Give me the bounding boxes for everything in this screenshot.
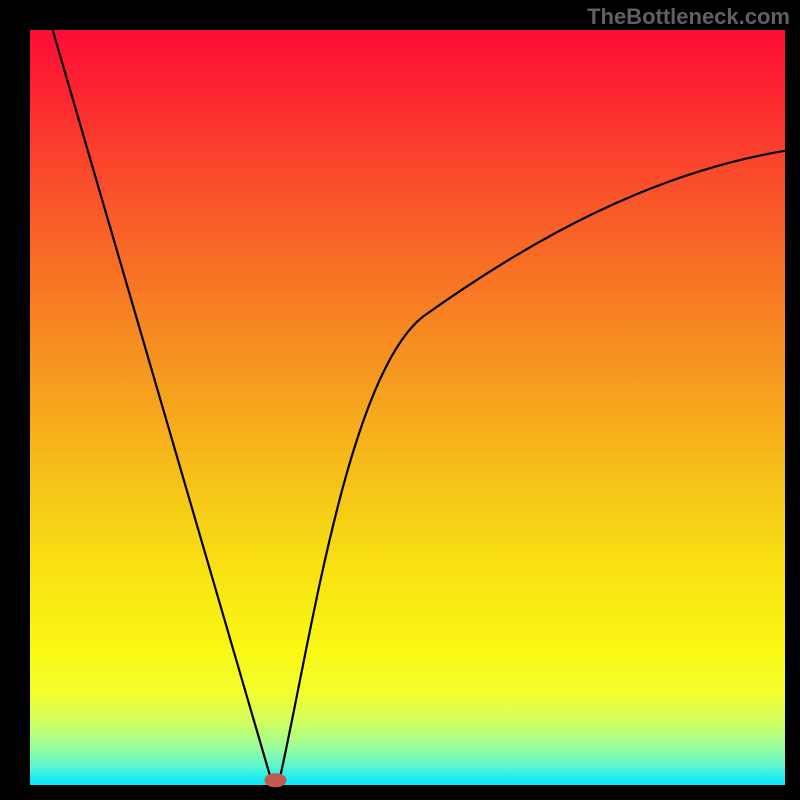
plot-area bbox=[30, 30, 785, 785]
chart-container: TheBottleneck.com bbox=[0, 0, 800, 800]
optimum-marker bbox=[265, 774, 286, 788]
curve-path bbox=[53, 30, 785, 783]
watermark-text: TheBottleneck.com bbox=[587, 4, 790, 30]
bottleneck-curve bbox=[30, 30, 785, 785]
